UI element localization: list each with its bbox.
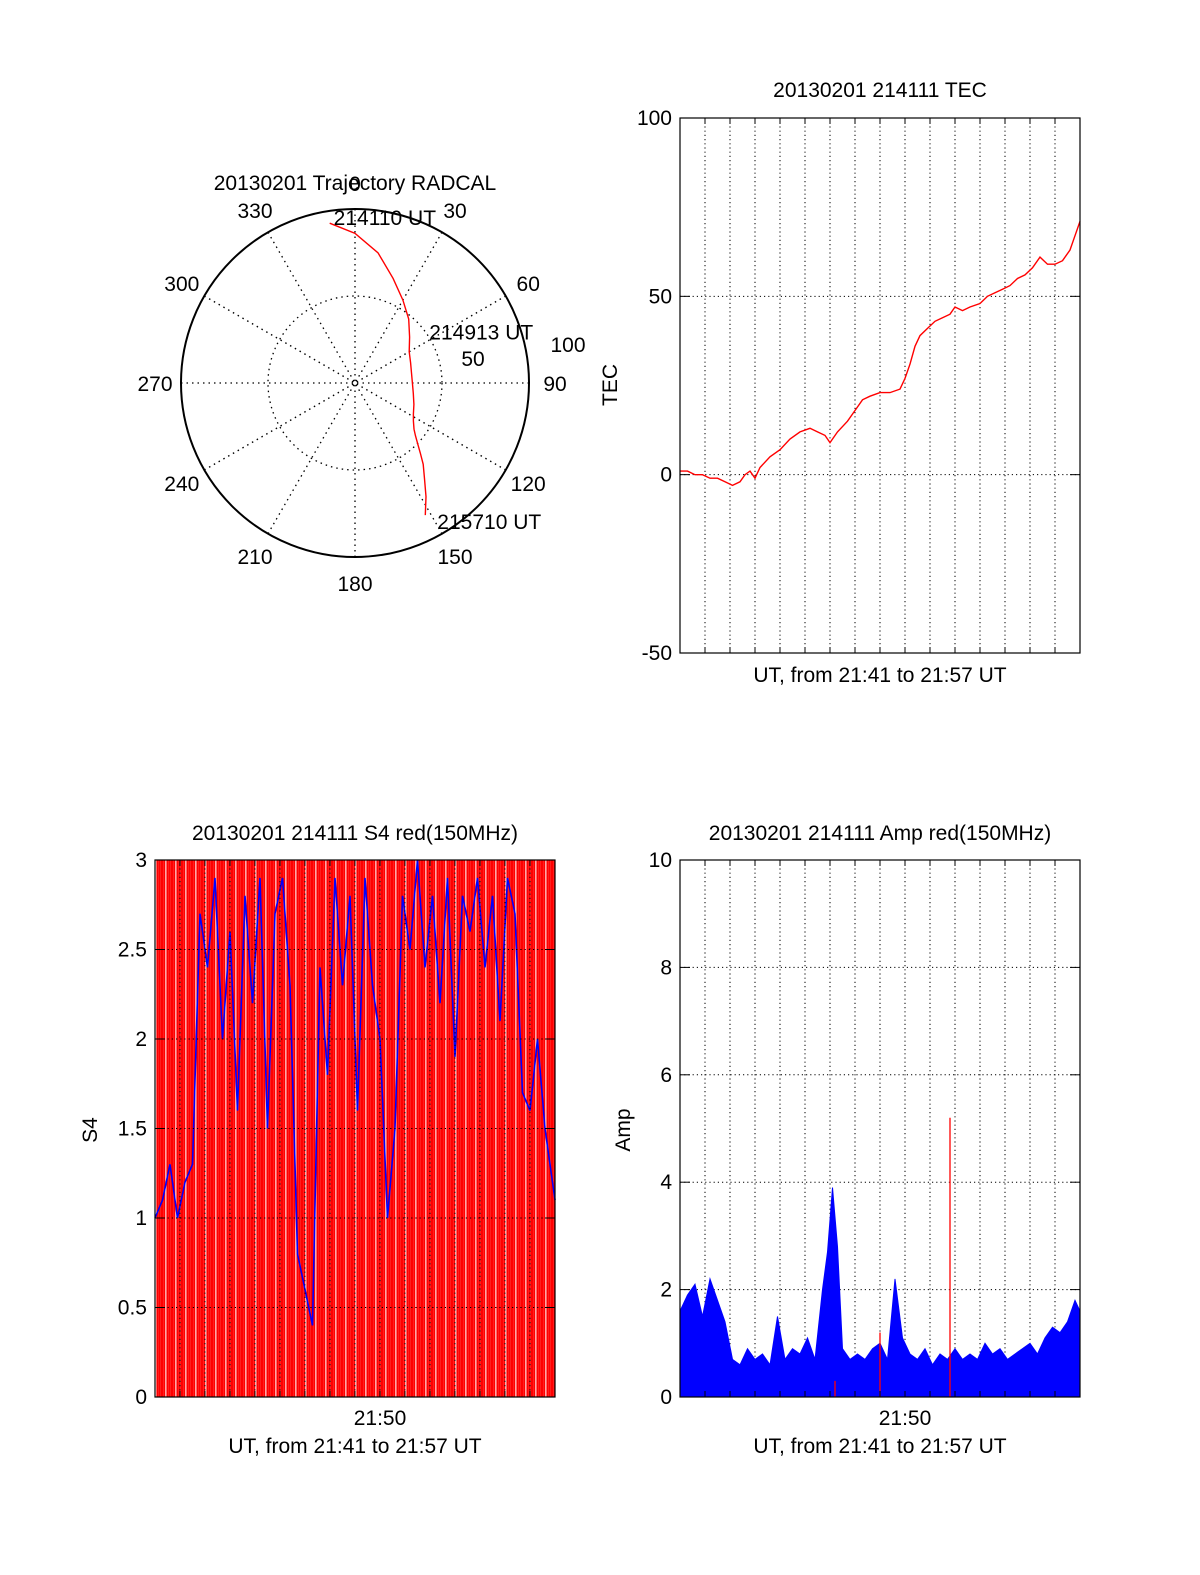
polar-angle-label: 240 xyxy=(164,473,199,496)
s4-ylabel: S4 xyxy=(79,1117,102,1143)
polar-angle-label: 330 xyxy=(237,200,272,223)
y-tick-label: 50 xyxy=(649,285,672,308)
polar-angle-label: 300 xyxy=(164,273,199,296)
tec-y-tick-labels: -50 0 50 100 xyxy=(637,107,672,665)
s4-title: 20130201 214111 S4 red(150MHz) xyxy=(192,822,518,845)
polar-panel: 20130201 Trajectory RADCAL 0 30 60 90 120 150… xyxy=(137,172,585,596)
tec-ylabel: TEC xyxy=(599,364,622,406)
amp-frame xyxy=(679,859,1081,1398)
tec-xlabel: UT, from 21:41 to 21:57 UT xyxy=(753,664,1006,687)
polar-ring-50 xyxy=(267,295,443,471)
x-tick-label: 21:50 xyxy=(879,1407,932,1430)
tec-panel: 20130201 214111 TEC -50 0 50 100 UT, from 2… xyxy=(599,79,1081,687)
polar-angle-label: 30 xyxy=(443,200,466,223)
polar-series xyxy=(329,222,427,516)
polar-radius-labels: 50 100 xyxy=(461,334,585,371)
polar-annotation: 215710 UT xyxy=(437,511,541,534)
s4-x-tick-labels: 21:50 xyxy=(354,1407,407,1430)
s4-panel: 20130201 214111 S4 red(150MHz) 0 0.5 1 1.5 2… xyxy=(79,822,556,1458)
amp-xlabel: UT, from 21:41 to 21:57 UT xyxy=(753,1435,1006,1458)
y-tick-label: 8 xyxy=(660,956,672,979)
polar-grid xyxy=(180,208,530,558)
y-tick-label: 0.5 xyxy=(118,1297,147,1320)
s4-frame xyxy=(154,859,556,1398)
amp-x-tick-labels: 21:50 xyxy=(879,1407,932,1430)
polar-angle-label: 120 xyxy=(511,473,546,496)
polar-spoke xyxy=(267,231,443,535)
amp-series xyxy=(679,1117,1081,1398)
polar-annotation: 214913 UT xyxy=(429,322,533,345)
amp-panel: 20130201 214111 Amp red(150MHz) 0246810 … xyxy=(612,822,1081,1458)
polar-angle-label: 90 xyxy=(543,373,566,396)
y-tick-label: 10 xyxy=(649,849,672,872)
polar-angle-labels: 0 30 60 90 120 150 180 210 240 270 300 330 xyxy=(137,173,566,596)
polar-angle-label: 210 xyxy=(237,546,272,569)
y-tick-label: 1 xyxy=(135,1207,147,1230)
y-tick-label: 0 xyxy=(660,464,672,487)
tec-frame xyxy=(679,117,1081,654)
x-tick-label: 21:50 xyxy=(354,1407,407,1430)
polar-angle-label: 0 xyxy=(349,173,361,196)
amp-ylabel: Amp xyxy=(612,1108,635,1151)
amp-title: 20130201 214111 Amp red(150MHz) xyxy=(709,822,1051,845)
y-tick-label: 1.5 xyxy=(118,1118,147,1141)
polar-angle-label: 150 xyxy=(437,546,472,569)
y-tick-label: 0 xyxy=(135,1386,147,1409)
amp-y-tick-labels: 0 2 4 6 8 10 xyxy=(649,849,673,1409)
polar-outer-ring xyxy=(180,208,530,558)
polar-trajectory-line xyxy=(329,222,427,516)
polar-radius-label: 50 xyxy=(461,348,484,371)
red-series-line xyxy=(680,221,1081,487)
s4-y-tick-labels: 0 0.5 1 1.5 2 2.5 3 xyxy=(118,849,147,1409)
amp-grid xyxy=(680,860,1080,1397)
y-tick-label: 3 xyxy=(135,849,147,872)
y-tick-label: 2 xyxy=(135,1028,147,1051)
y-tick-label: 4 xyxy=(660,1171,672,1194)
polar-radius-label: 100 xyxy=(550,334,585,357)
y-tick-label: 2.5 xyxy=(118,939,147,962)
tec-title: 20130201 214111 TEC xyxy=(773,79,987,102)
polar-title: 20130201 Trajectory RADCAL xyxy=(214,172,497,195)
polar-angle-label: 180 xyxy=(337,573,372,596)
polar-angle-label: 60 xyxy=(517,273,540,296)
polar-annotation: 214110 UT xyxy=(334,207,437,230)
polar-angle-label: 270 xyxy=(137,373,172,396)
polar-spoke xyxy=(267,231,443,535)
s4-xlabel: UT, from 21:41 to 21:57 UT xyxy=(228,1435,481,1458)
y-tick-label: 6 xyxy=(660,1064,672,1087)
polar-annotations: 214110 UT 214913 UT 215710 UT xyxy=(334,207,542,534)
y-tick-label: 0 xyxy=(660,1386,672,1409)
y-tick-label: -50 xyxy=(642,642,672,665)
y-tick-label: 100 xyxy=(637,107,672,130)
tec-series xyxy=(680,221,1081,487)
tec-grid xyxy=(680,118,1080,653)
y-tick-label: 2 xyxy=(660,1279,672,1302)
